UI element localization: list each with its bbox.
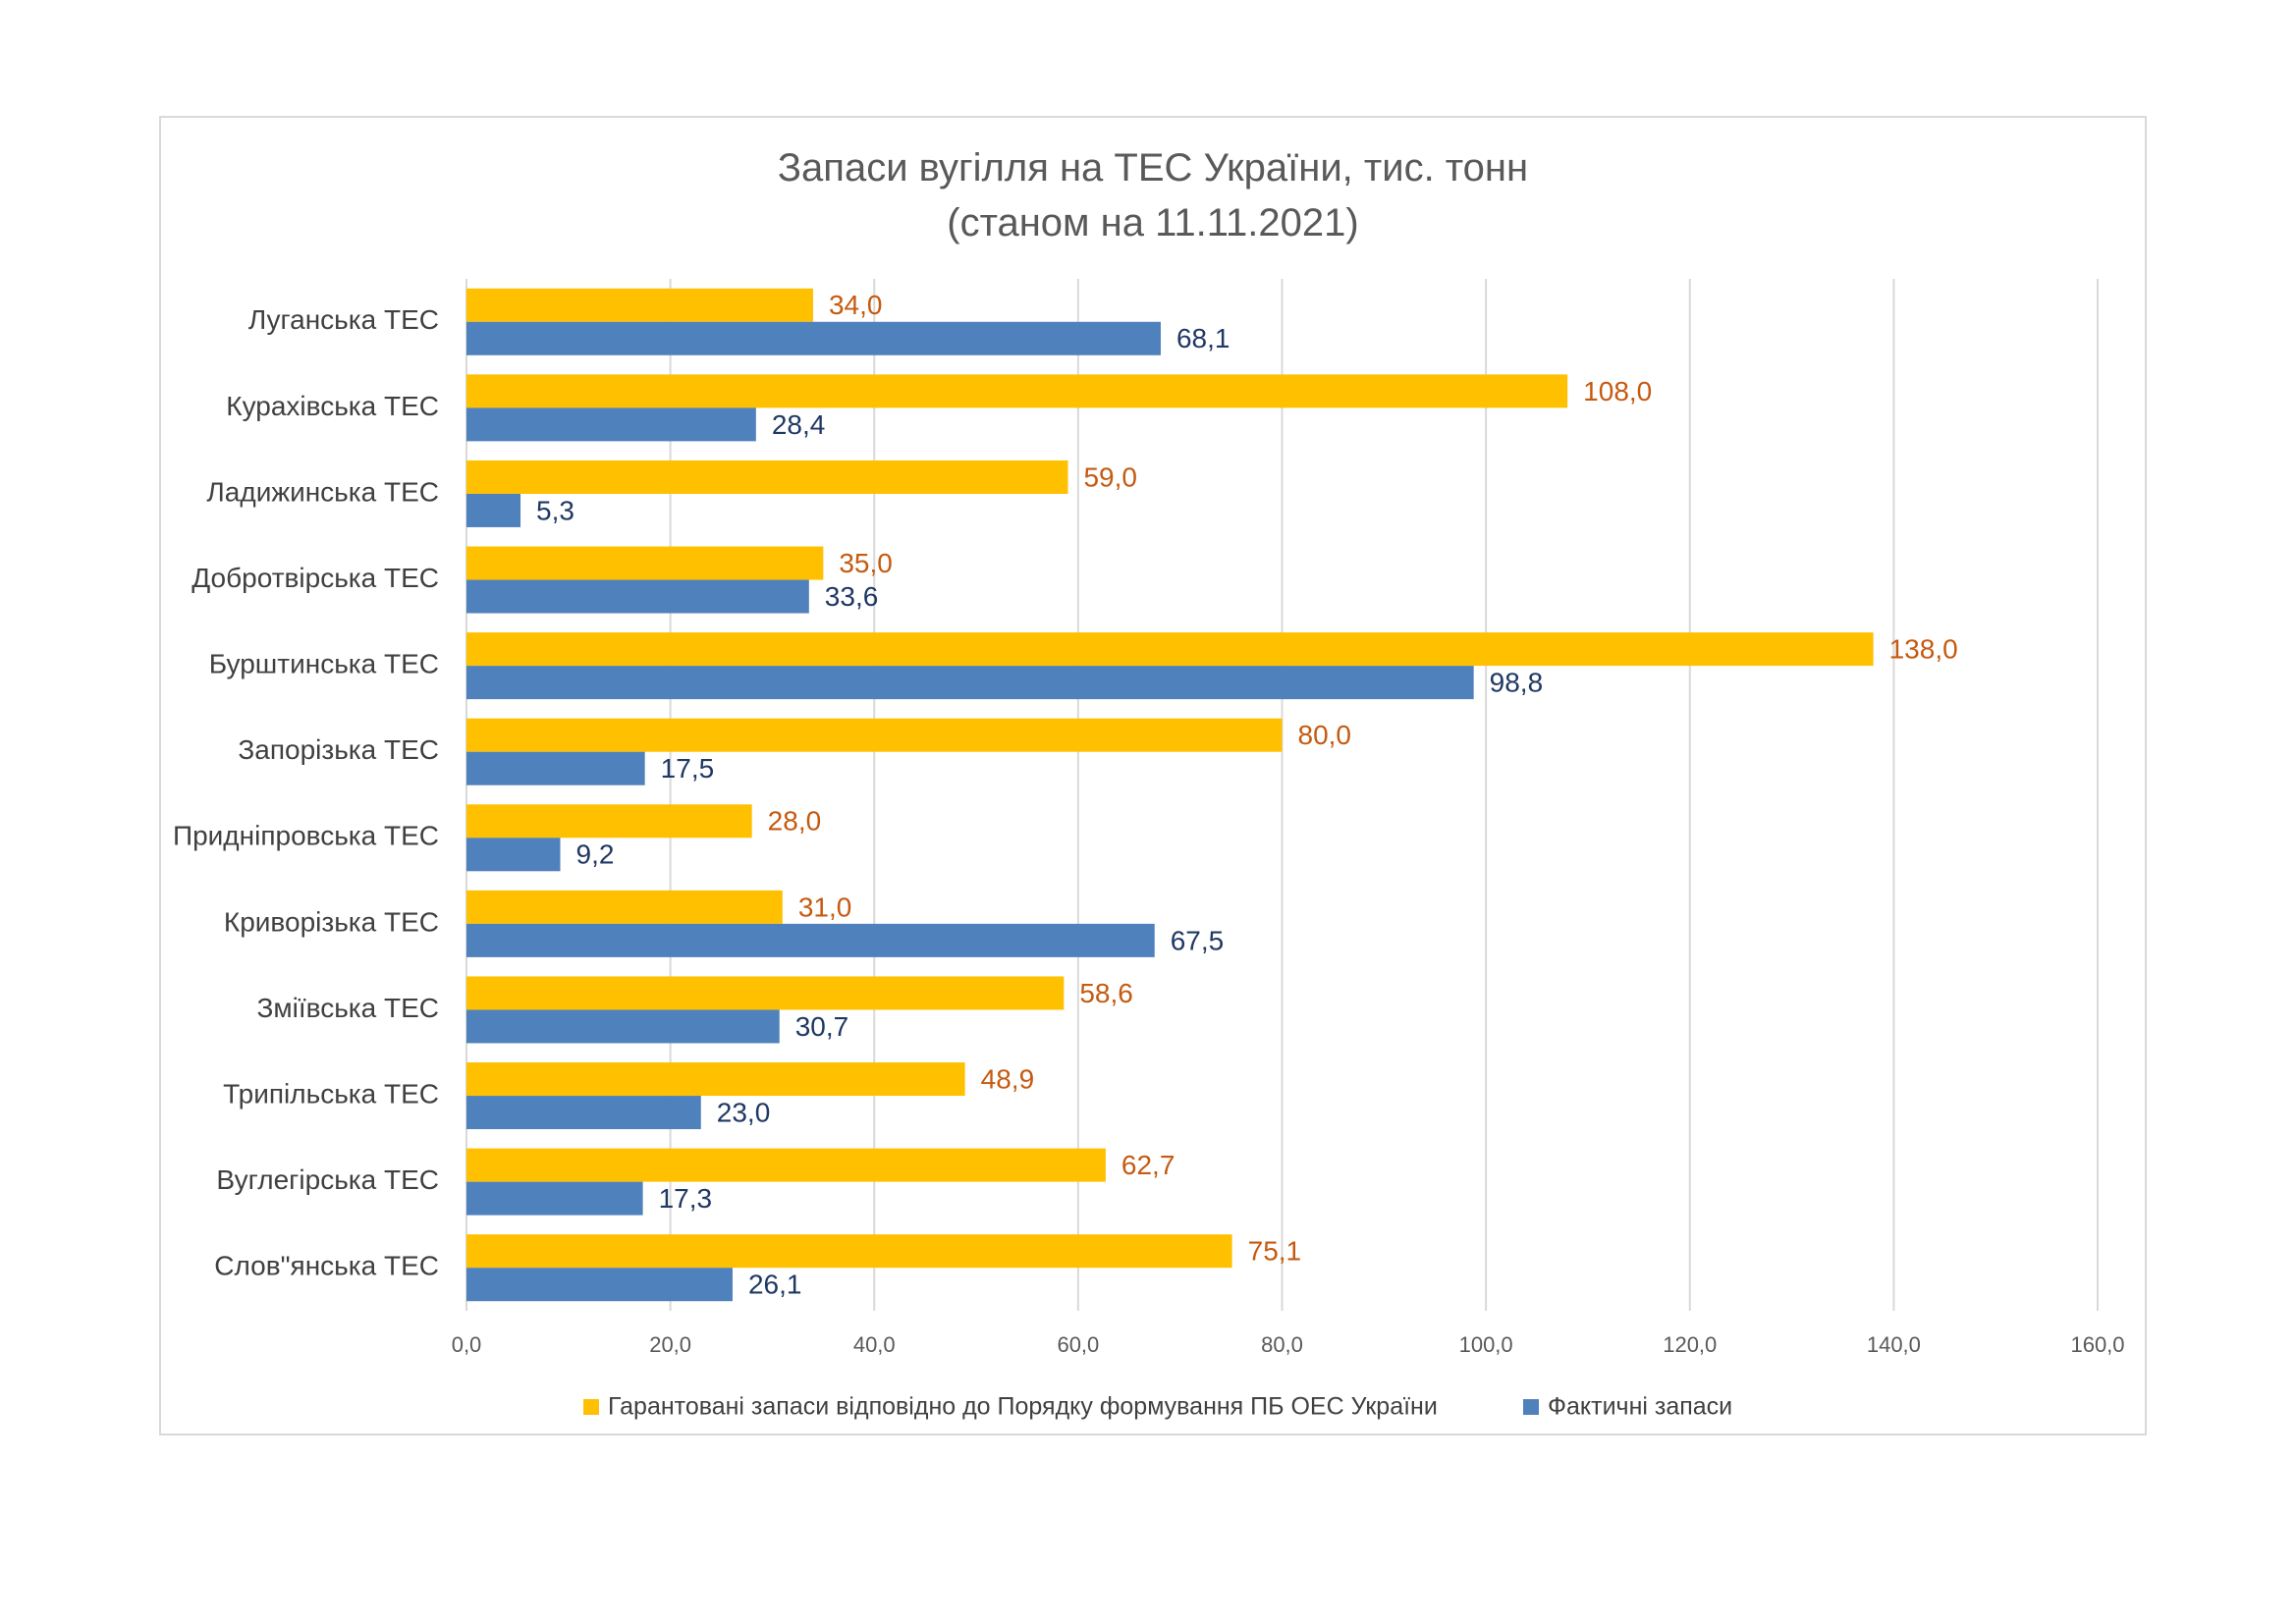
legend-label-actual: Фактичні запаси: [1548, 1393, 1732, 1421]
bar-guaranteed: [466, 890, 783, 924]
data-label-actual: 23,0: [717, 1097, 771, 1127]
category-label: Зміївська ТЕС: [256, 993, 439, 1023]
bar-guaranteed: [466, 976, 1065, 1010]
chart-frame: Запаси вугілля на ТЕС України, тис. тонн…: [159, 116, 2147, 1435]
data-label-actual: 68,1: [1176, 323, 1230, 353]
bar-guaranteed: [466, 460, 1068, 494]
category-label: Придніпровська ТЕС: [173, 821, 439, 851]
data-label-actual: 33,6: [825, 581, 879, 612]
chart-title-line: Запаси вугілля на ТЕС України, тис. тонн: [778, 146, 1528, 189]
category-label: Трипільська ТЕС: [223, 1078, 439, 1109]
bar-guaranteed: [466, 1062, 965, 1097]
data-label-guaranteed: 28,0: [768, 806, 822, 837]
x-tick-label: 120,0: [1663, 1332, 1717, 1357]
data-label-actual: 17,3: [659, 1183, 713, 1214]
category-label: Курахівська ТЕС: [226, 391, 439, 421]
data-label-actual: 67,5: [1171, 925, 1225, 955]
data-label-guaranteed: 35,0: [839, 548, 893, 578]
bar-guaranteed: [466, 632, 1874, 667]
bar-actual: [466, 751, 645, 785]
bar-guaranteed: [466, 546, 824, 580]
bar-actual: [466, 579, 809, 614]
x-tick-label: 160,0: [2070, 1332, 2124, 1357]
category-label: Криворізька ТЕС: [224, 906, 439, 937]
data-label-guaranteed: 80,0: [1298, 720, 1352, 750]
category-label: Луганська ТЕС: [248, 304, 439, 335]
bar-actual: [466, 493, 521, 527]
data-label-actual: 26,1: [748, 1270, 802, 1300]
data-label-guaranteed: 59,0: [1083, 461, 1137, 492]
data-label-guaranteed: 31,0: [798, 892, 852, 922]
bar-actual: [466, 1009, 780, 1044]
category-label: Слов"янська ТЕС: [214, 1251, 439, 1281]
x-tick-label: 0,0: [452, 1332, 482, 1357]
x-tick-label: 60,0: [1057, 1332, 1099, 1357]
data-label-guaranteed: 138,0: [1889, 634, 1958, 665]
bar-guaranteed: [466, 804, 752, 839]
category-label: Ладижинська ТЕС: [206, 476, 439, 507]
legend-swatch-guaranteed: [583, 1399, 599, 1415]
bar-actual: [466, 923, 1155, 957]
legend-swatch-actual: [1523, 1399, 1539, 1415]
data-label-guaranteed: 62,7: [1121, 1150, 1175, 1180]
bar-chart: Запаси вугілля на ТЕС України, тис. тонн…: [173, 146, 2125, 1421]
chart-title-line: (станом на 11.11.2021): [947, 201, 1358, 244]
bar-guaranteed: [466, 374, 1568, 408]
category-label: Добротвірська ТЕС: [191, 563, 439, 593]
bar-guaranteed: [466, 1148, 1106, 1182]
bar-actual: [466, 407, 756, 442]
data-label-actual: 98,8: [1490, 668, 1544, 698]
category-label: Бурштинська ТЕС: [209, 649, 439, 679]
data-label-actual: 5,3: [536, 495, 574, 525]
bar-guaranteed: [466, 288, 813, 322]
data-label-guaranteed: 75,1: [1248, 1236, 1302, 1267]
data-label-actual: 17,5: [661, 753, 715, 784]
data-label-actual: 30,7: [795, 1011, 849, 1042]
category-label: Запорізька ТЕС: [238, 734, 439, 765]
bar-actual: [466, 1268, 733, 1302]
bar-actual: [466, 666, 1474, 700]
data-label-actual: 28,4: [772, 409, 826, 440]
x-tick-label: 40,0: [853, 1332, 896, 1357]
bar-actual: [466, 1096, 701, 1130]
x-tick-label: 140,0: [1867, 1332, 1921, 1357]
data-label-guaranteed: 108,0: [1583, 376, 1652, 406]
bar-actual: [466, 321, 1161, 355]
category-label: Вуглегірська ТЕС: [216, 1164, 439, 1195]
bar-actual: [466, 838, 561, 872]
data-label-guaranteed: 58,6: [1079, 978, 1133, 1008]
bar-guaranteed: [466, 1234, 1232, 1269]
data-label-guaranteed: 48,9: [981, 1063, 1034, 1094]
bar-guaranteed: [466, 718, 1283, 752]
data-label-guaranteed: 34,0: [829, 290, 883, 320]
x-tick-label: 20,0: [649, 1332, 691, 1357]
x-tick-label: 80,0: [1261, 1332, 1303, 1357]
bar-actual: [466, 1181, 643, 1216]
x-tick-label: 100,0: [1459, 1332, 1513, 1357]
legend-label-guaranteed: Гарантовані запаси відповідно до Порядку…: [608, 1393, 1438, 1421]
data-label-actual: 9,2: [576, 839, 615, 870]
